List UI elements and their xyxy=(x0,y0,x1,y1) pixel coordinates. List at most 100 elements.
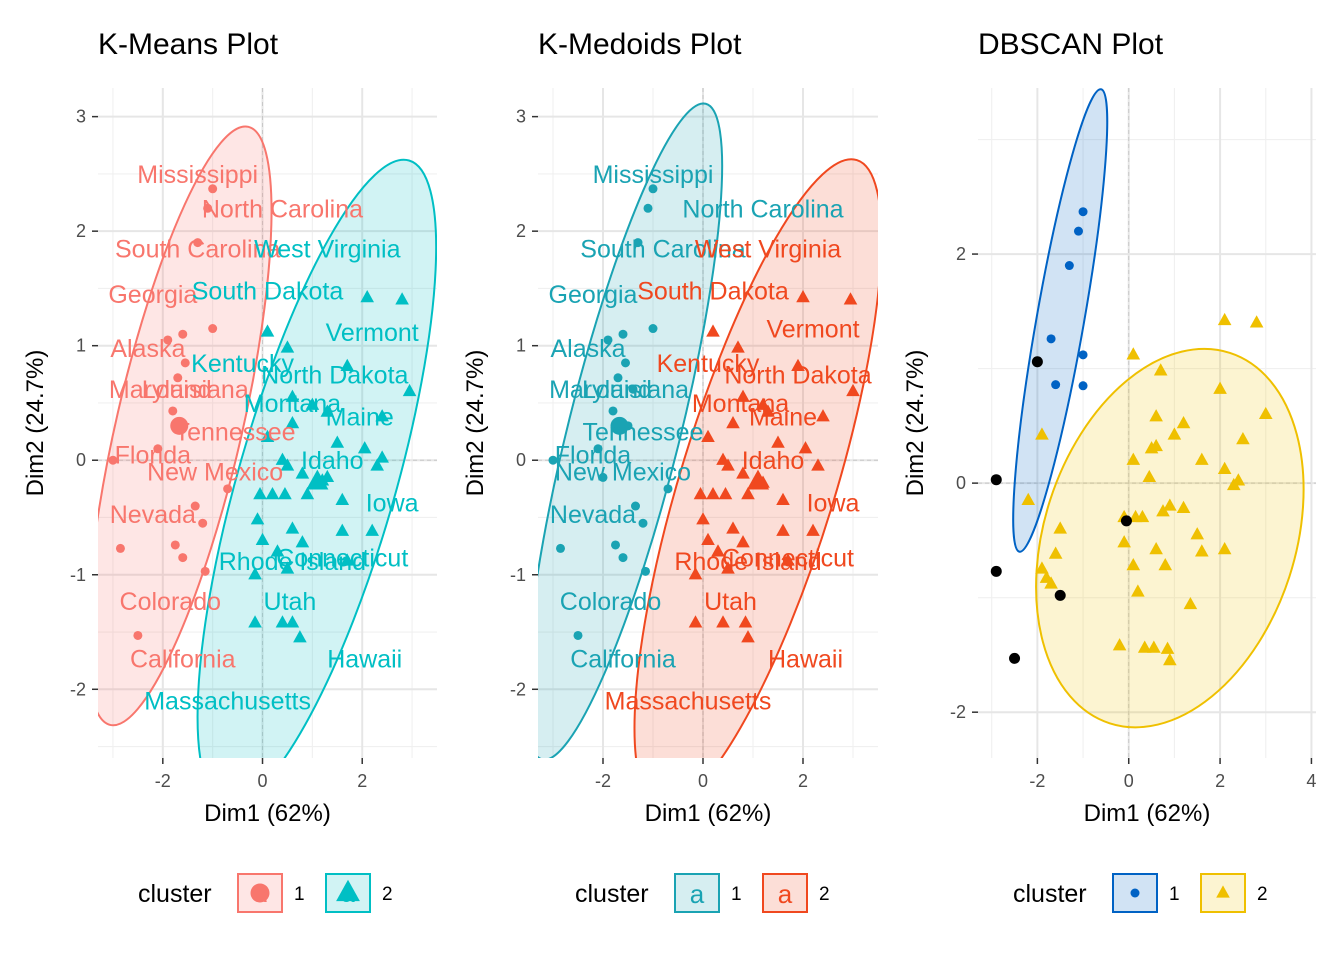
y-tick-label: 0 xyxy=(956,473,966,493)
data-point xyxy=(726,521,740,534)
points xyxy=(108,184,417,643)
point-label: South Dakota xyxy=(637,278,789,306)
data-point xyxy=(593,444,603,454)
data-point xyxy=(741,630,755,643)
data-point xyxy=(275,615,290,628)
data-point xyxy=(736,466,750,479)
point-label: Maine xyxy=(326,404,394,432)
point-label: Maryland xyxy=(109,376,212,404)
data-point xyxy=(1126,452,1141,465)
data-point xyxy=(402,383,417,397)
point-label: Kentucky xyxy=(657,350,760,378)
data-point xyxy=(115,543,125,553)
point-label: Montana xyxy=(692,390,789,418)
point-label: Georgia xyxy=(549,281,638,309)
data-point xyxy=(721,458,735,471)
point-label: South Dakota xyxy=(192,278,344,306)
data-point xyxy=(198,518,208,528)
plot-panel: Mississippi North Carolina South Carolina G… xyxy=(462,28,878,913)
data-point xyxy=(1258,406,1273,420)
point-labels: Mississippi North Carolina South Carolina G… xyxy=(108,161,418,716)
data-point xyxy=(1078,207,1088,217)
point-label: Rhode Island xyxy=(674,548,821,576)
data-point xyxy=(731,340,745,353)
data-point xyxy=(1046,334,1056,344)
data-point xyxy=(1236,432,1250,445)
data-point xyxy=(726,415,740,429)
data-point xyxy=(696,512,710,525)
data-point xyxy=(663,484,673,494)
data-point xyxy=(108,455,118,465)
point-label: Louisiana xyxy=(582,376,689,404)
data-point xyxy=(1131,584,1145,597)
point-label: Alaska xyxy=(550,335,625,363)
point-label: Colorado xyxy=(120,588,221,616)
data-point xyxy=(265,486,280,500)
data-point xyxy=(208,324,218,334)
noise-point xyxy=(990,474,1002,486)
grid xyxy=(538,88,878,758)
plot-panel: -2 0 2 4 -2 0 2 DBSCAN Plot Dim1 (62%) Dim2 (24.7… xyxy=(902,28,1316,913)
data-point xyxy=(1217,541,1232,555)
data-point xyxy=(1160,641,1175,654)
point-label: Connecticut xyxy=(722,545,854,573)
data-point xyxy=(761,404,775,417)
data-point xyxy=(208,184,218,194)
legend-title: cluster xyxy=(575,880,649,908)
data-point xyxy=(330,435,345,448)
data-point xyxy=(395,292,409,305)
point-label: California xyxy=(130,645,236,673)
point-label: Montana xyxy=(244,390,341,418)
point-label: North Carolina xyxy=(682,195,843,223)
data-point xyxy=(781,553,795,566)
data-point xyxy=(791,358,805,371)
data-point xyxy=(796,290,810,303)
data-point xyxy=(1217,461,1232,475)
legend-label: 2 xyxy=(382,884,393,905)
data-point xyxy=(776,492,790,505)
data-point xyxy=(631,501,640,511)
x-tick-label: 0 xyxy=(258,771,268,791)
data-point xyxy=(1117,535,1131,548)
data-point xyxy=(360,290,375,303)
data-point xyxy=(1231,473,1246,486)
legend-glyph-a: a xyxy=(341,881,355,908)
data-point xyxy=(718,486,733,500)
legend: cluster a 1 a 2 xyxy=(575,873,830,913)
legend-glyph-a: a xyxy=(778,879,793,909)
data-point xyxy=(1176,415,1191,429)
centroid-point xyxy=(170,416,189,435)
data-point xyxy=(1064,261,1074,271)
cluster-ellipse-1 xyxy=(1012,88,1109,553)
data-point xyxy=(648,324,658,334)
point-label: Hawaii xyxy=(327,645,402,673)
data-point xyxy=(357,441,372,454)
point-label: West Virginia xyxy=(254,235,400,263)
data-point xyxy=(223,484,233,494)
x-axis-label: Dim1 (62%) xyxy=(1084,800,1211,827)
data-point xyxy=(776,523,790,536)
point-label: California xyxy=(570,645,676,673)
y-tick-label: 3 xyxy=(516,107,526,127)
data-point xyxy=(1156,504,1170,517)
point-label: Tennessee xyxy=(583,419,704,447)
chart-title: K-Means Plot xyxy=(98,28,279,61)
point-label: South Carolina xyxy=(580,235,745,263)
y-tick-label: 2 xyxy=(516,221,526,241)
x-tick-label: -2 xyxy=(155,771,171,791)
point-label: Idaho xyxy=(301,447,364,475)
data-point xyxy=(250,512,265,525)
centroid-point xyxy=(610,416,629,435)
data-point xyxy=(641,566,650,576)
data-point xyxy=(706,324,720,337)
data-point xyxy=(611,540,620,550)
data-point xyxy=(300,486,315,500)
data-point xyxy=(1195,544,1209,557)
data-point xyxy=(1112,638,1127,651)
x-tick-label: 0 xyxy=(698,771,708,791)
noise-point xyxy=(990,565,1002,577)
data-point xyxy=(253,486,267,500)
point-label: New Mexico xyxy=(555,459,691,487)
